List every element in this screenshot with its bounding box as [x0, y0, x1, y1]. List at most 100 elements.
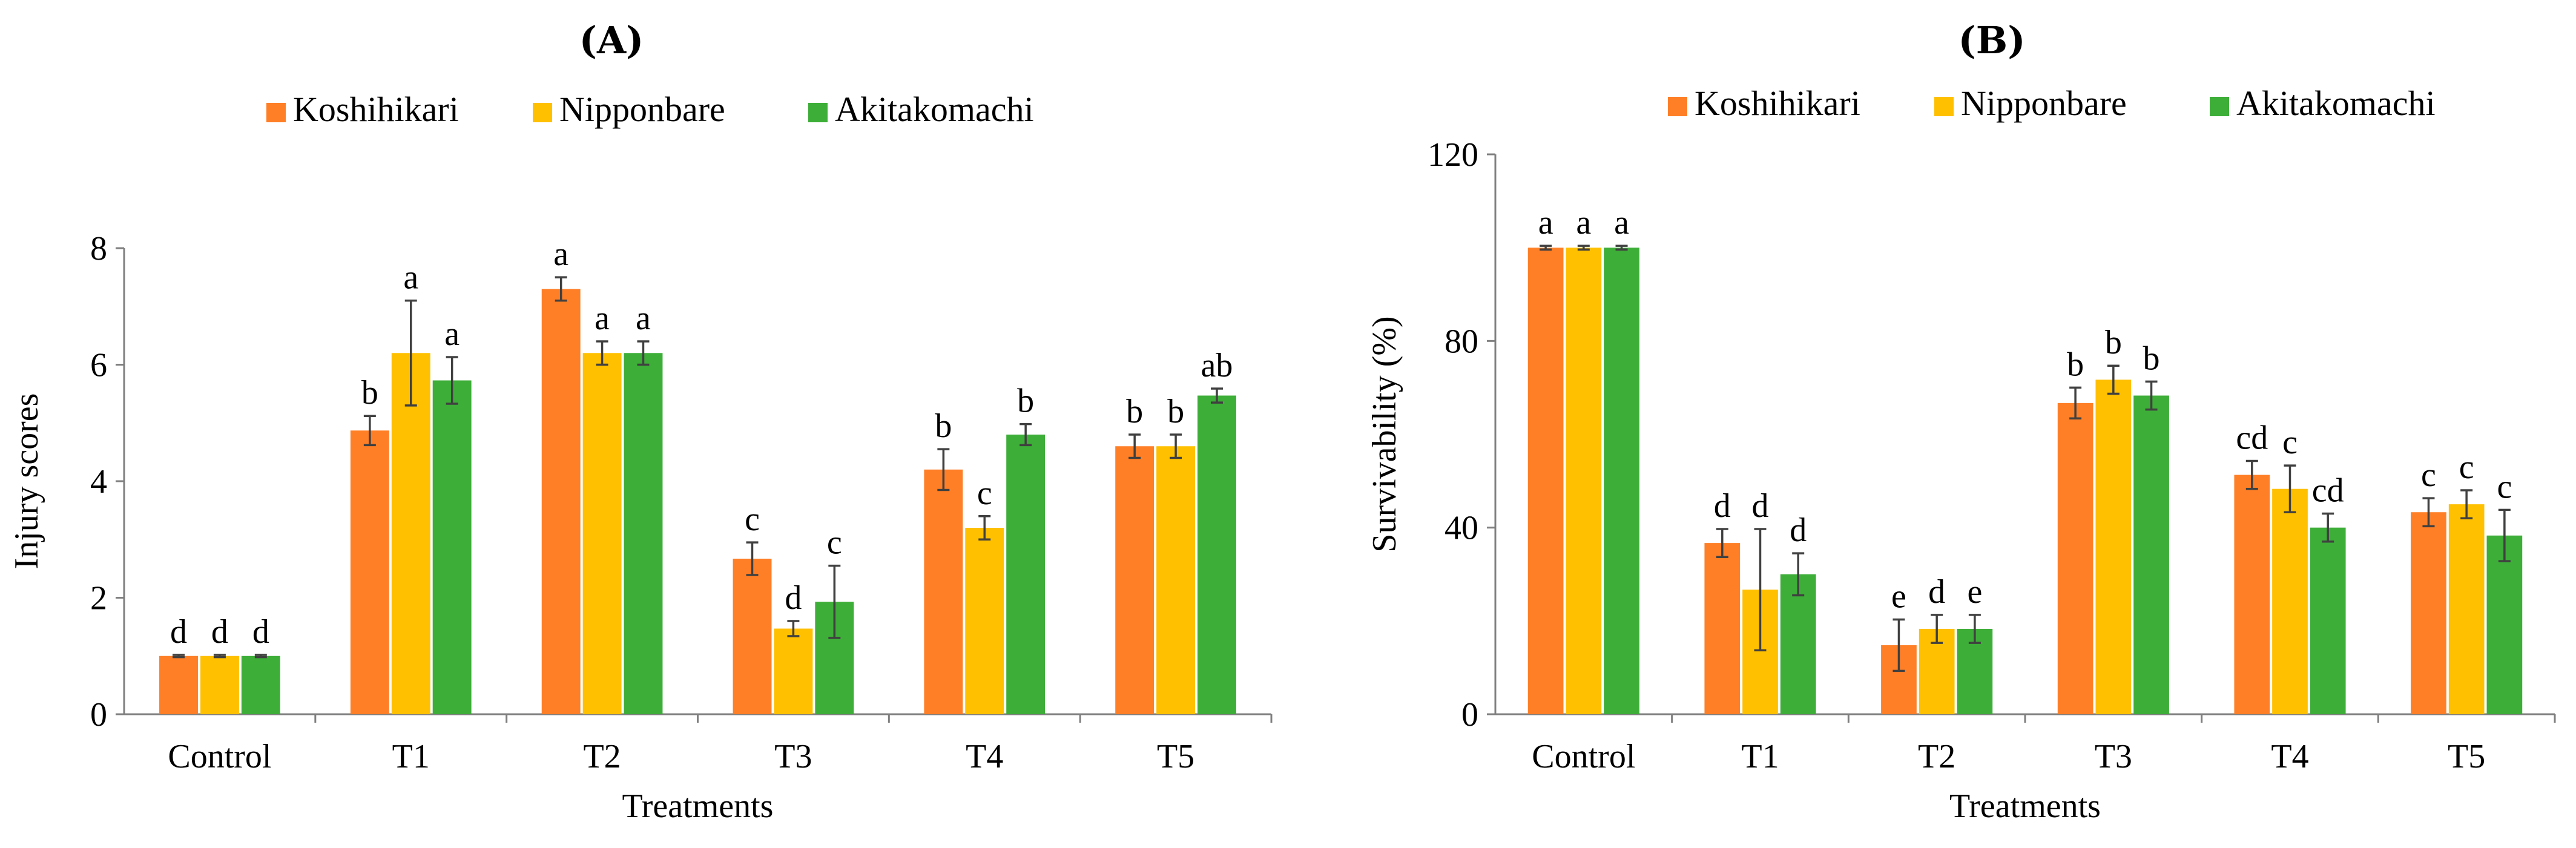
significance-label: a [636, 300, 651, 337]
x-tick-label: T2 [583, 738, 621, 775]
significance-label: cd [2236, 419, 2268, 456]
significance-label: d [170, 613, 187, 651]
bar [2411, 512, 2446, 714]
significance-label: c [2421, 456, 2436, 494]
y-axis-title: Survivability (%) [1366, 316, 1403, 552]
significance-label: a [1614, 204, 1629, 242]
x-tick-label: T3 [774, 738, 812, 775]
bar [2095, 380, 2132, 714]
x-tick-label: T5 [1157, 738, 1194, 775]
significance-label: ab [1201, 347, 1233, 384]
significance-label: a [595, 300, 610, 337]
bar [965, 528, 1004, 714]
significance-label: c [2459, 449, 2474, 486]
bar [1704, 543, 1741, 714]
significance-label: e [1967, 573, 1982, 611]
y-tick-label: 40 [1444, 510, 1478, 547]
bar [541, 289, 581, 714]
panel-b: (B) Koshihikari Nipponbare Akitakomachi 0 40 8… [1366, 18, 2556, 825]
y-tick-label: 2 [90, 580, 107, 617]
significance-label: a [1576, 204, 1591, 242]
bar [2133, 395, 2169, 714]
significance-label: b [361, 374, 378, 412]
x-tick-label: T1 [392, 738, 430, 775]
bar [1780, 574, 1816, 714]
bar [2234, 475, 2270, 714]
significance-label: a [1538, 204, 1553, 242]
y-tick-label: 80 [1444, 323, 1478, 360]
y-tick-label: 0 [1461, 696, 1478, 734]
bar [624, 353, 663, 714]
x-axis-title: Treatments [1949, 787, 2101, 825]
bar [2057, 403, 2093, 714]
bar [774, 628, 813, 714]
significance-label: a [553, 235, 568, 273]
bar [1566, 248, 1602, 715]
significance-label: b [1126, 393, 1143, 430]
significance-label: d [1752, 487, 1769, 525]
x-tick-label: Control [1532, 738, 1635, 775]
significance-label: b [935, 407, 952, 445]
significance-label: d [1928, 573, 1945, 611]
significance-label: c [2497, 468, 2512, 505]
x-tick-label: T4 [966, 738, 1003, 775]
legend-swatch [2210, 97, 2229, 116]
significance-label: c [827, 524, 842, 562]
bar [241, 656, 280, 714]
panel-title: (A) [579, 18, 644, 62]
significance-label: b [2105, 324, 2122, 361]
bar [350, 430, 389, 714]
significance-label: c [745, 501, 760, 538]
y-tick-label: 6 [90, 347, 107, 384]
y-tick-label: 0 [90, 696, 107, 734]
bar [391, 353, 430, 714]
panel-a: (A) Koshihikari Nipponbare Akitakomachi 0 2 4 6… [8, 18, 1273, 825]
bar [1156, 446, 1196, 714]
legend-swatch [1668, 97, 1687, 116]
legend-swatch [266, 103, 286, 122]
bar [1604, 248, 1639, 715]
significance-label: b [2143, 340, 2160, 377]
significance-label: d [785, 579, 802, 617]
y-axis-title: Injury scores [8, 393, 45, 570]
bar [1527, 248, 1564, 715]
x-tick-label: Control [168, 738, 271, 775]
bar [432, 380, 472, 714]
significance-label: d [252, 613, 269, 651]
significance-label: b [1017, 383, 1034, 420]
bar [2272, 488, 2308, 714]
bar [582, 353, 622, 714]
bar [1006, 435, 1046, 714]
y-tick-label: 120 [1428, 136, 1478, 174]
significance-label: c [2282, 424, 2298, 461]
bar [159, 656, 198, 714]
bar [2448, 504, 2485, 714]
legend-label: Koshihikari [293, 90, 459, 129]
y-tick-label: 8 [90, 230, 107, 268]
legend-label: Nipponbare [559, 90, 725, 129]
x-tick-label: T1 [1741, 738, 1779, 775]
significance-label: d [1790, 511, 1807, 549]
panel-title: (B) [1958, 18, 2025, 62]
significance-label: c [977, 475, 992, 512]
significance-label: cd [2312, 472, 2344, 510]
legend-swatch [1934, 97, 1954, 116]
x-axis-title: Treatments [622, 787, 774, 825]
bar [2310, 527, 2346, 714]
x-tick-label: T5 [2448, 738, 2485, 775]
x-tick-label: T3 [2095, 738, 2132, 775]
bar [1115, 446, 1155, 714]
significance-label: a [444, 315, 460, 353]
significance-label: a [403, 259, 418, 297]
legend-label: Koshihikari [1695, 84, 1860, 123]
legend-swatch [533, 103, 552, 122]
x-tick-label: T4 [2271, 738, 2308, 775]
bar [733, 559, 772, 714]
significance-label: d [1714, 487, 1731, 525]
significance-label: d [211, 613, 228, 651]
significance-label: b [1167, 393, 1184, 430]
legend-label: Akitakomachi [2236, 84, 2436, 123]
legend-swatch [808, 103, 828, 122]
bar [2486, 535, 2523, 714]
